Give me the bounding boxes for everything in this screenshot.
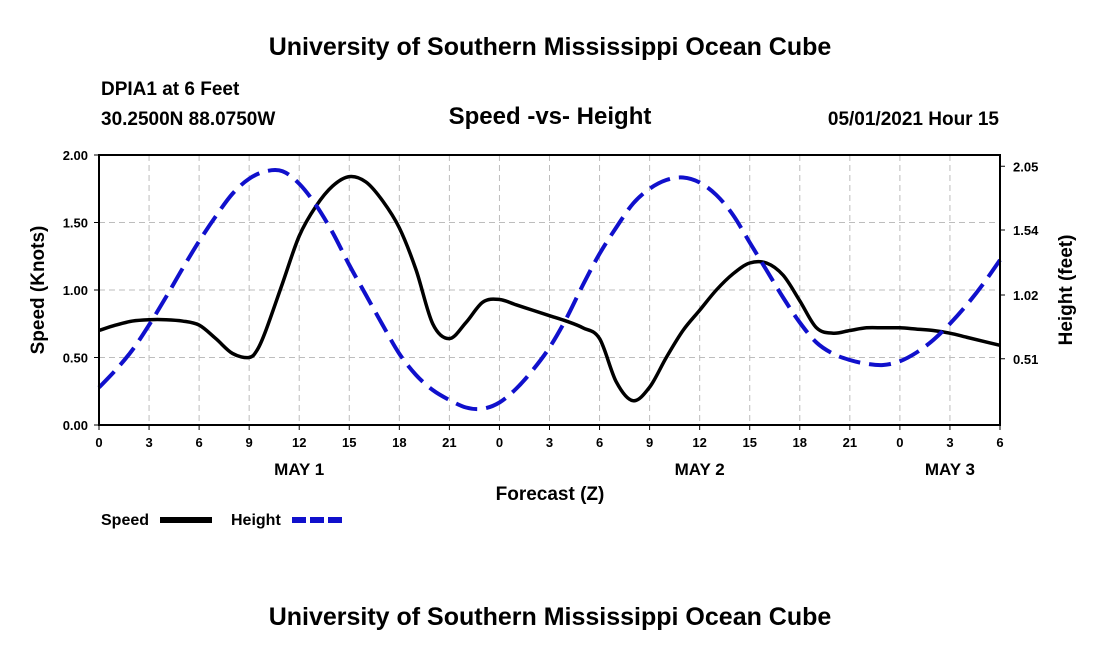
x-tick-label: 0 xyxy=(896,435,903,450)
y-tick-label: 1.50 xyxy=(63,216,88,231)
x-tick-label: 18 xyxy=(793,435,807,450)
y-axis-title: Speed (Knots) xyxy=(28,226,49,355)
x-tick-label: 6 xyxy=(596,435,603,450)
footer-title: University of Southern Mississippi Ocean… xyxy=(269,603,832,631)
x-tick-label: 18 xyxy=(392,435,406,450)
coordinates-label: 30.2500N 88.0750W xyxy=(101,109,275,130)
date-label: MAY 2 xyxy=(675,460,725,479)
x-tick-label: 15 xyxy=(742,435,756,450)
x-tick-label: 0 xyxy=(95,435,102,450)
x-tick-label: 6 xyxy=(195,435,202,450)
x-tick-label: 9 xyxy=(246,435,253,450)
series-line-height xyxy=(97,168,1002,412)
x-tick-label: 15 xyxy=(342,435,356,450)
y-tick-label: 2.00 xyxy=(63,148,88,163)
series-line-speed xyxy=(98,174,1001,403)
y-tick-label: 0.00 xyxy=(63,418,88,433)
y2-tick-label: 1.54 xyxy=(1013,223,1039,238)
series-lines xyxy=(97,168,1002,412)
y2-tick-label: 1.02 xyxy=(1013,288,1038,303)
y2-tick-label: 0.51 xyxy=(1013,352,1038,367)
forecast-datetime: 05/01/2021 Hour 15 xyxy=(828,109,1000,130)
y2-axis-title: Height (feet) xyxy=(1056,235,1077,346)
axis-tick-labels: 0 3 6 9 12 15 18 21 0 3 6 9 12 15 18 21 0 3 6 0.00 0.50 1.00 1… xyxy=(63,148,1039,479)
x-axis-title: Forecast (Z) xyxy=(496,484,605,505)
x-tick-label: 3 xyxy=(946,435,953,450)
axis-ticks xyxy=(94,154,1005,430)
grid-lines xyxy=(99,155,1000,425)
x-tick-label: 6 xyxy=(996,435,1003,450)
x-tick-label: 9 xyxy=(646,435,653,450)
date-label: MAY 3 xyxy=(925,460,975,479)
x-tick-label: 21 xyxy=(843,435,857,450)
legend-label-speed: Speed xyxy=(101,512,149,529)
chart-title: Speed -vs- Height xyxy=(449,103,652,130)
x-tick-label: 3 xyxy=(145,435,152,450)
station-label: DPIA1 at 6 Feet xyxy=(101,79,240,100)
x-tick-label: 0 xyxy=(496,435,503,450)
x-tick-label: 12 xyxy=(292,435,306,450)
x-tick-label: 12 xyxy=(692,435,706,450)
y-tick-label: 1.00 xyxy=(63,283,88,298)
legend-label-height: Height xyxy=(231,512,281,529)
x-tick-label: 21 xyxy=(442,435,456,450)
y2-tick-label: 2.05 xyxy=(1013,159,1038,174)
legend: Speed Height xyxy=(101,512,342,529)
date-label: MAY 1 xyxy=(274,460,324,479)
x-tick-label: 3 xyxy=(546,435,553,450)
y-tick-label: 0.50 xyxy=(63,351,88,366)
page-title: University of Southern Mississippi Ocean… xyxy=(269,33,832,61)
